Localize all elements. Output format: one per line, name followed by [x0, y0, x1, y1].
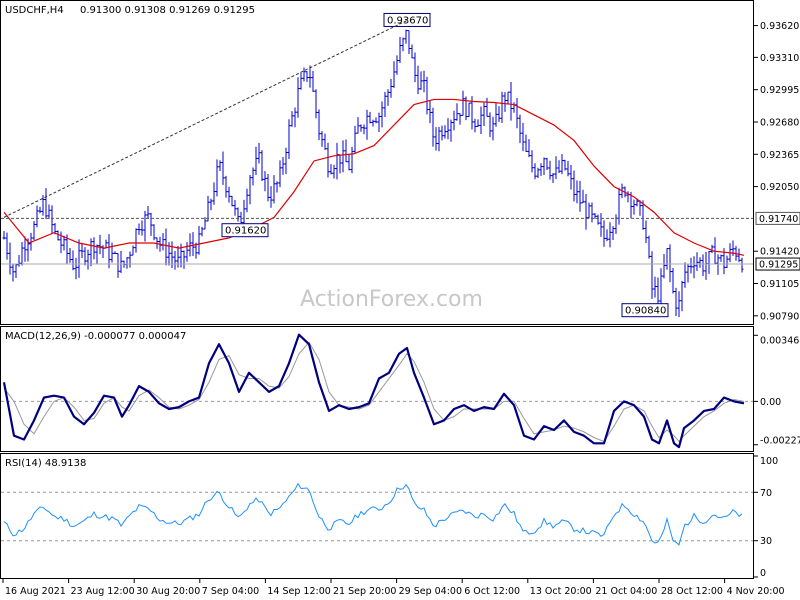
- macd-title: MACD(12,26,9) -0.000077 0.000047: [5, 331, 186, 342]
- x-tick-label-8: 13 Oct 20:00: [530, 586, 592, 597]
- price-extreme-box: [221, 223, 269, 238]
- x-tick-label-10: 28 Oct 12:00: [661, 586, 723, 597]
- price-extreme-label: 0.91620: [225, 226, 266, 237]
- price-header-ohlc: 0.91300 0.91308 0.91269 0.91295: [80, 5, 255, 16]
- x-tick-label-3: 7 Sep 04:00: [202, 586, 259, 597]
- price-extreme-label: 0.90840: [625, 306, 666, 317]
- macd-ytick-label-2: -0.002274: [760, 436, 800, 447]
- price-annotations: 0.93670 0.91620 0.90840 0.91740 0.91295: [1, 12, 800, 318]
- x-axis: 16 Aug 2021 23 Aug 12:00 30 Aug 20:00 7 Sep…: [2, 578, 785, 597]
- x-tick-label-1: 23 Aug 12:00: [71, 586, 135, 597]
- price-ma: [3, 98, 745, 256]
- price-extreme-box: [621, 303, 669, 318]
- price-ytick-label-4: 0.92365: [760, 150, 799, 161]
- trend-dashed-line: [3, 20, 408, 218]
- price-ytick-label-2: 0.92995: [760, 85, 799, 96]
- current-price-box: [755, 257, 800, 271]
- rsi-ytick-label-0: 0: [760, 568, 766, 579]
- macd-ytick-label-1: 0.00: [760, 397, 781, 408]
- price-ytick-label-5: 0.92050: [760, 182, 799, 193]
- x-tick-label-5: 21 Sep 20:00: [333, 586, 396, 597]
- price-extreme-label: 0.93670: [387, 15, 428, 26]
- price-ytick-label-1: 0.93310: [760, 53, 799, 64]
- x-tick-label-7: 6 Oct 12:00: [464, 586, 520, 597]
- rsi-ytick-label-30: 30: [760, 536, 772, 547]
- price-y-axis: 0.93620 0.93310 0.92995 0.92680 0.92365 0.920…: [754, 21, 799, 322]
- price-panel-frame: [0, 0, 754, 325]
- rsi-y-axis: 100 70 30 0: [754, 455, 778, 579]
- price-ytick-label-8: 0.90790: [760, 311, 799, 322]
- price-bars: [2, 29, 744, 318]
- rsi-title: RSI(14) 48.9138: [5, 458, 86, 469]
- macd-layer: [1, 333, 753, 449]
- x-tick-label-9: 21 Oct 04:00: [595, 586, 657, 597]
- current-price-label: 0.91295: [759, 260, 798, 271]
- macd-y-axis: 0.003468 0.00 -0.002274: [754, 334, 800, 447]
- x-tick-label-2: 30 Aug 20:00: [136, 586, 200, 597]
- price-ytick-label-7: 0.91105: [760, 279, 799, 290]
- x-tick-label-4: 14 Sep 12:00: [267, 586, 330, 597]
- rsi-layer: [1, 482, 753, 546]
- macd-ytick-label-0: 0.003468: [760, 335, 800, 346]
- price-ytick-label-6: 0.91420: [760, 247, 799, 258]
- x-tick-label-0: 16 Aug 2021: [5, 586, 66, 597]
- price-ytick-label-0: 0.93620: [760, 21, 799, 32]
- watermark: ActionForex.com: [300, 287, 483, 312]
- resistance-level-box: [755, 211, 800, 225]
- macd-panel-frame: [0, 326, 754, 452]
- rsi-line: [3, 482, 743, 546]
- price-extreme-box: [383, 12, 431, 27]
- rsi-ytick-label-100: 100: [760, 456, 778, 467]
- x-tick-label-11: 4 Nov 20:00: [727, 586, 785, 597]
- x-tick-label-6: 29 Sep 04:00: [399, 586, 462, 597]
- macd-main-line: [2, 333, 745, 449]
- moving-average-line: [3, 98, 745, 256]
- resistance-level-label: 0.91740: [759, 214, 798, 225]
- rsi-ytick-label-70: 70: [760, 488, 772, 499]
- price-ytick-label-3: 0.92680: [760, 117, 799, 128]
- price-header-instrument: USDCHF,H4: [5, 5, 64, 16]
- rsi-panel-frame: [0, 453, 754, 579]
